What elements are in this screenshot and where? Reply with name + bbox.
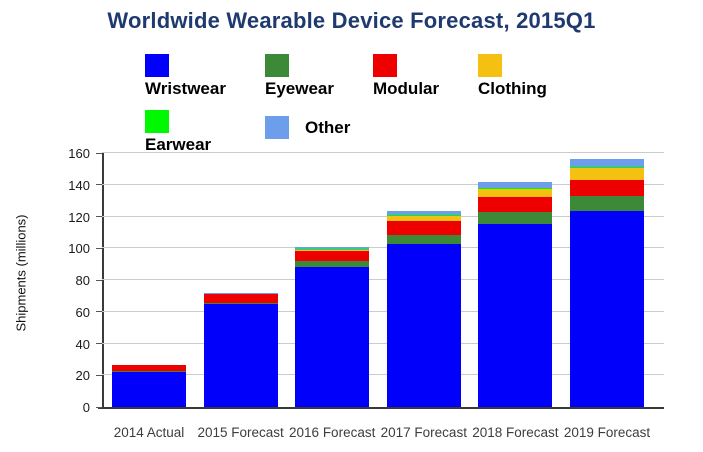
- gridline-160: [102, 152, 664, 153]
- y-tick-label-100: 100: [68, 241, 90, 257]
- bar-segment-wristwear-2017-forecast: [386, 243, 461, 407]
- gridline-60: [102, 310, 664, 312]
- gridline-40: [102, 342, 664, 344]
- bar-segment-eyewear-2019-forecast: [570, 195, 644, 211]
- x-axis-line: [98, 407, 664, 409]
- y-tick-140: [96, 184, 102, 186]
- gridline-20: [102, 374, 664, 376]
- chart-title: Worldwide Wearable Device Forecast, 2015…: [107, 8, 596, 33]
- clothing-swatch-icon: [478, 54, 502, 77]
- y-tick-label-80: 80: [75, 273, 90, 288]
- bar-segment-eyewear-2015-forecast: [203, 303, 278, 305]
- x-tick-label-2018-forecast: 2018 Forecast: [472, 425, 559, 440]
- y-tick-40: [96, 343, 102, 344]
- x-tick-label-2014-actual: 2014 Actual: [113, 425, 185, 440]
- bar-segment-wristwear-2019-forecast: [570, 210, 644, 407]
- x-tick-label-2017-forecast: 2017 Forecast: [380, 425, 467, 440]
- bar-segment-modular-2014-actual: [112, 365, 186, 372]
- bar-segment-clothing-2018-forecast: [478, 188, 553, 198]
- bar-segment-other-2016-forecast: [295, 247, 370, 249]
- plot-area: 0 20 40 60 80 100 120 140 160: [68, 147, 664, 414]
- y-tick-160: [96, 152, 102, 154]
- legend-item-other: Other: [265, 116, 350, 139]
- bar-segment-modular-2015-forecast: [203, 293, 278, 304]
- y-tick-0: [96, 406, 102, 408]
- bar-segment-eyewear-2017-forecast: [386, 234, 461, 244]
- bar-segment-wristwear-2014-actual: [112, 371, 186, 407]
- legend-label-eyewear: Eyewear: [265, 79, 334, 98]
- bar-segment-other-2019-forecast: [570, 159, 644, 168]
- bar-segment-other-2018-forecast: [478, 181, 553, 189]
- bar-segment-clothing-2016-forecast: [295, 248, 370, 251]
- modular-swatch-icon: [373, 54, 397, 77]
- bar-segment-modular-2016-forecast: [295, 250, 370, 261]
- legend-label-wristwear: Wristwear: [145, 79, 226, 98]
- y-tick-20: [96, 374, 102, 376]
- y-tick-label-0: 0: [82, 400, 90, 415]
- eyewear-swatch-icon: [265, 54, 289, 77]
- bar-segment-modular-2018-forecast: [478, 197, 553, 212]
- legend-label-modular: Modular: [373, 79, 440, 98]
- y-tick-120: [96, 216, 102, 217]
- legend-item-clothing: Clothing: [478, 54, 547, 99]
- legend-item-eyewear: Eyewear: [265, 54, 334, 99]
- x-tick-label-2016-forecast: 2016 Forecast: [289, 425, 376, 440]
- y-tick-80: [96, 279, 102, 281]
- x-tick-label-2015-forecast: 2015 Forecast: [197, 425, 284, 440]
- legend-item-modular: Modular: [373, 54, 439, 99]
- bar-segment-eyewear-2018-forecast: [478, 211, 553, 225]
- legend-label-earwear: Earwear: [145, 135, 212, 154]
- y-tick-label-40: 40: [75, 336, 90, 352]
- bar-segment-clothing-2017-forecast: [386, 214, 461, 221]
- gridline-100: [102, 247, 664, 249]
- gridline-120: [102, 215, 664, 217]
- earwear-swatch-icon: [145, 110, 169, 133]
- other-swatch-icon: [265, 116, 289, 139]
- legend-item-wristwear: Wristwear: [145, 54, 226, 99]
- bar-segment-modular-2017-forecast: [386, 220, 461, 235]
- y-tick-100: [96, 247, 102, 249]
- bar-segment-clothing-2019-forecast: [570, 167, 644, 180]
- x-tick-label-2019-forecast: 2019 Forecast: [563, 425, 651, 440]
- y-tick-label-140: 140: [68, 177, 90, 193]
- bar-segment-wristwear-2016-forecast: [295, 267, 370, 407]
- y-tick-label-20: 20: [75, 368, 90, 384]
- gridline-80: [102, 279, 664, 280]
- wristwear-swatch-icon: [145, 54, 169, 77]
- y-tick-60: [96, 311, 102, 313]
- y-tick-label-160: 160: [68, 146, 90, 161]
- legend-item-earwear: Earwear: [145, 110, 211, 155]
- legend-label-clothing: Clothing: [478, 79, 547, 98]
- bar-segment-wristwear-2015-forecast: [203, 304, 278, 407]
- y-tick-label-120: 120: [68, 209, 90, 225]
- gridline-140: [102, 183, 664, 185]
- bar-segment-eyewear-2016-forecast: [295, 260, 370, 268]
- bar-segment-wristwear-2018-forecast: [478, 224, 553, 407]
- y-axis-title: Shipments (millions): [13, 214, 29, 332]
- bar-segment-other-2017-forecast: [386, 210, 461, 215]
- y-tick-label-60: 60: [75, 304, 90, 320]
- bar-segment-modular-2019-forecast: [570, 180, 644, 196]
- legend-label-other: Other: [305, 117, 351, 137]
